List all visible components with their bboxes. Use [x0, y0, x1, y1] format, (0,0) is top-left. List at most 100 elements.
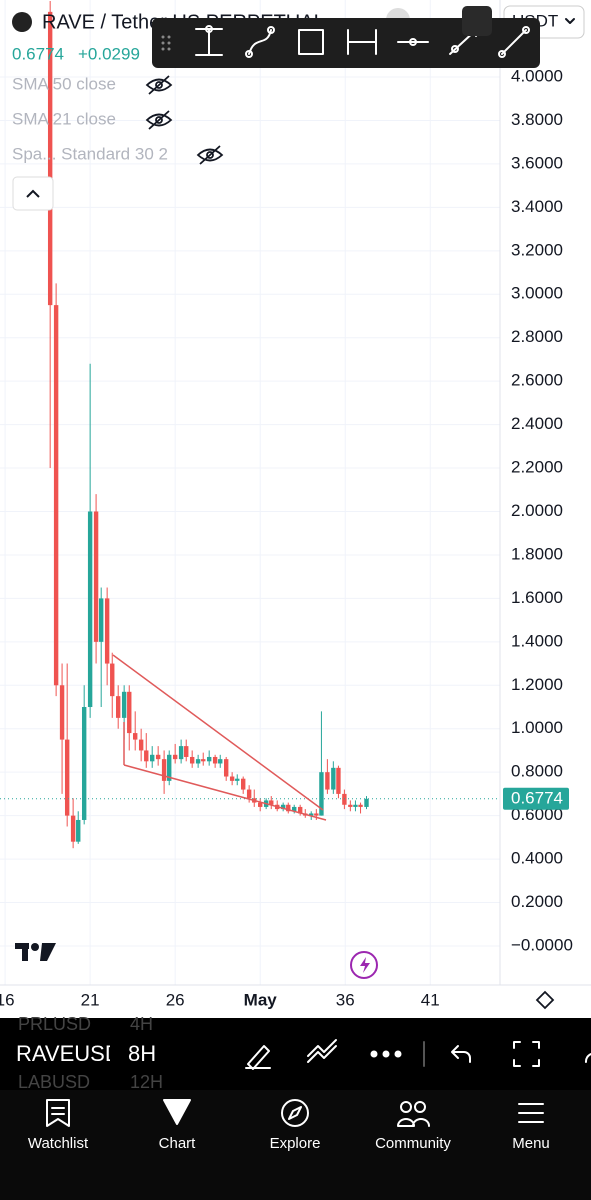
- trend-line: [123, 764, 327, 821]
- other-timeframe: 4H: [130, 1014, 153, 1034]
- nav-label[interactable]: Explore: [270, 1135, 321, 1152]
- candle-body: [358, 804, 363, 807]
- collapse-button[interactable]: [12, 176, 54, 211]
- last-price-box: [503, 787, 569, 810]
- x-tick-label: May: [244, 990, 278, 1009]
- candle-body: [172, 754, 178, 760]
- nav-label[interactable]: Community: [375, 1135, 451, 1152]
- hidden-icon-pupil: [155, 81, 163, 89]
- candle-body: [206, 756, 212, 762]
- candle-body: [150, 754, 155, 762]
- y-tick-label: 1.6000: [511, 588, 563, 607]
- change: +0.0299: [78, 44, 140, 63]
- candle-body: [342, 793, 347, 805]
- bar-icons[interactable]: [245, 1039, 591, 1070]
- candle-body: [258, 802, 263, 807]
- y-tick-label: −0.0000: [511, 935, 573, 954]
- y-tick-label: 2.4000: [511, 414, 563, 433]
- x-tick-label: 16: [0, 990, 15, 1009]
- lock-button[interactable]: [462, 6, 492, 36]
- y-tick-label: 1.2000: [511, 675, 563, 694]
- axes: 4.0000 3.8000 3.6000 3.4000 3.2000 3.0000 2.80…: [0, 67, 573, 1010]
- hidden-icon-pupil: [206, 151, 214, 159]
- candle-body: [319, 772, 324, 816]
- hidden-icon[interactable]: [145, 110, 173, 130]
- candle-body: [297, 806, 303, 814]
- candle-body: [70, 815, 76, 842]
- y-tick-label: 3.4000: [511, 197, 563, 216]
- symbol[interactable]: RAVEUSDT: [16, 1041, 134, 1066]
- dropdown-icon: [565, 18, 575, 24]
- candle-body: [155, 754, 161, 760]
- last-price-label: 0.6774: [511, 788, 563, 807]
- y-tick-label: 2.0000: [511, 501, 563, 520]
- candle-body: [133, 733, 138, 740]
- candle-body: [348, 804, 353, 807]
- candle-body: [87, 511, 93, 708]
- candle-body: [64, 739, 70, 816]
- candle-body: [138, 739, 144, 751]
- candle-body: [314, 813, 319, 816]
- bolt: [360, 957, 370, 973]
- grid: [0, 0, 500, 985]
- candle-body: [167, 754, 172, 781]
- price: 0.6774: [12, 44, 64, 63]
- hidden-icon[interactable]: [196, 145, 224, 165]
- nav-label[interactable]: Watchlist: [28, 1135, 89, 1152]
- candle-body: [76, 819, 81, 842]
- indicators: SMA 50 close SMA 21 close Spa... Standard …: [12, 74, 224, 165]
- candle-body: [292, 806, 297, 812]
- y-tick-label: 2.6000: [511, 371, 563, 390]
- other-symbol: PRLUSD: [18, 1014, 91, 1034]
- trend-line: [112, 654, 324, 811]
- candle-body: [53, 305, 59, 686]
- candle-body: [325, 772, 330, 790]
- y-tick-label: 0.2000: [511, 892, 563, 911]
- candle-body: [286, 804, 291, 812]
- wedge-drawing: [112, 654, 327, 821]
- candle-body: [223, 759, 229, 777]
- y-tick-label: 1.4000: [511, 631, 563, 650]
- y-tick-label: 4.0000: [511, 67, 563, 86]
- indicator-label[interactable]: Spa... Standard 30 2: [12, 144, 168, 163]
- y-tick-label: 3.8000: [511, 110, 563, 129]
- candle-body: [93, 511, 99, 642]
- grip: [161, 35, 171, 51]
- candle-body: [59, 685, 65, 740]
- symbol-bar: [0, 1018, 591, 1090]
- candle-body: [184, 746, 189, 757]
- timeframe[interactable]: 8H: [128, 1041, 156, 1066]
- tv-logo: [15, 943, 56, 961]
- candle-body: [336, 767, 341, 794]
- settings-icon[interactable]: [535, 990, 555, 1010]
- hidden-icon[interactable]: [145, 75, 173, 95]
- y-tick-label: 3.6000: [511, 153, 563, 172]
- candles: [0, 1, 500, 849]
- candle-body: [104, 598, 110, 664]
- y-tick-label: 1.0000: [511, 718, 563, 737]
- chevron-up: [26, 189, 40, 198]
- candle-body: [331, 767, 336, 790]
- candle-body: [364, 798, 369, 807]
- other-symbol: LABUSD: [18, 1072, 90, 1092]
- nav: Watchlist Chart Explore Community Menu: [28, 1135, 550, 1152]
- nav-icons: [46, 1099, 544, 1127]
- candle-body: [269, 800, 274, 805]
- y-tick-label: 1.8000: [511, 544, 563, 563]
- candle-body: [235, 778, 240, 781]
- y-tick-label: 0.4000: [511, 849, 563, 868]
- candle-body: [229, 776, 235, 781]
- indicator-label[interactable]: SMA 21 close: [12, 109, 116, 128]
- candle-body: [189, 756, 195, 764]
- candle-body: [98, 598, 104, 642]
- candle-body: [195, 759, 201, 764]
- indicator-label[interactable]: SMA 50 close: [12, 74, 116, 93]
- nav-label[interactable]: Menu: [512, 1135, 550, 1152]
- candle-body: [280, 804, 286, 810]
- candle-body: [121, 691, 127, 718]
- x-tick-label: 21: [81, 990, 100, 1009]
- nav-label[interactable]: Chart: [159, 1135, 197, 1152]
- hidden-icon-pupil: [155, 116, 163, 124]
